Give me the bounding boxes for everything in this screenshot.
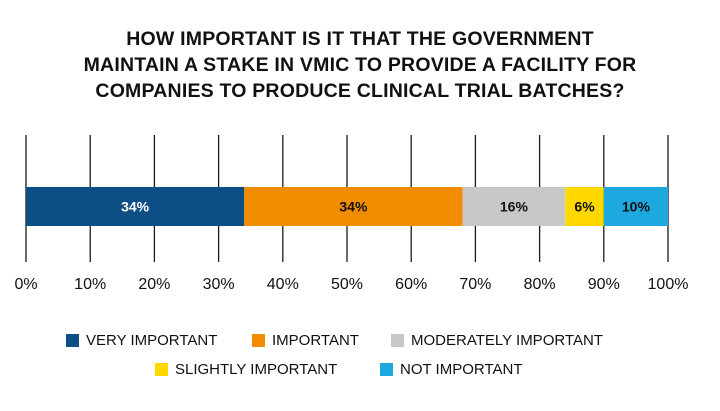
legend-label-slightly-important: SLIGHTLY IMPORTANT — [175, 360, 338, 378]
legend-item-very-important: VERY IMPORTANT — [66, 330, 217, 350]
legend-item-not-important: NOT IMPORTANT — [380, 359, 523, 379]
x-tick-label: 40% — [267, 276, 299, 293]
data-label-not-important: 10% — [622, 199, 651, 215]
chart-title-line-2: MAINTAIN A STAKE IN VMIC TO PROVIDE A FA… — [83, 54, 637, 76]
x-tick-label: 90% — [588, 276, 620, 293]
x-tick-label: 30% — [203, 276, 235, 293]
x-tick-label: 80% — [524, 276, 556, 293]
bar-segment-important — [244, 187, 463, 226]
chart-title: HOW IMPORTANT IS IT THAT THE GOVERNMENT … — [20, 26, 700, 104]
bar-segment-not-important — [603, 187, 668, 226]
legend-label-very-important: VERY IMPORTANT — [86, 331, 218, 349]
stacked-bar: 34% 34% 16% 6% 10% — [26, 187, 668, 226]
data-label-very-important: 34% — [121, 199, 150, 215]
legend-swatch-important — [252, 333, 265, 347]
chart-title-line-3: COMPANIES TO PRODUCE CLINICAL TRIAL BATC… — [95, 80, 625, 102]
data-label-moderately-important: 16% — [500, 199, 529, 215]
bar-segment-very-important — [26, 187, 245, 226]
legend-swatch-slightly-important — [155, 362, 168, 376]
legend-swatch-moderately-important — [391, 333, 404, 347]
x-tick-label: 100% — [648, 276, 689, 293]
bar-segment-slightly-important — [565, 187, 604, 226]
legend-label-important: IMPORTANT — [272, 331, 359, 349]
data-label-slightly-important: 6% — [574, 199, 595, 215]
x-tick-label: 0% — [14, 276, 37, 293]
legend-item-important: IMPORTANT — [252, 330, 359, 350]
chart-title-line-1: HOW IMPORTANT IS IT THAT THE GOVERNMENT — [126, 28, 594, 50]
x-tick-label: 10% — [74, 276, 106, 293]
legend-item-slightly-important: SLIGHTLY IMPORTANT — [155, 359, 337, 379]
x-tick-label: 20% — [138, 276, 170, 293]
x-axis-ticks: 0% 10% 20% 30% 40% 50% 60% 70% 80% 90% 100% — [14, 276, 688, 293]
x-tick-label: 70% — [459, 276, 491, 293]
legend-label-moderately-important: MODERATELY IMPORTANT — [411, 331, 603, 349]
legend-swatch-very-important — [66, 333, 79, 347]
legend-swatch-not-important — [380, 362, 393, 376]
x-tick-label: 50% — [331, 276, 363, 293]
x-tick-label: 60% — [395, 276, 427, 293]
legend-item-moderately-important: MODERATELY IMPORTANT — [391, 330, 603, 350]
bar-segment-moderately-important — [462, 187, 566, 226]
legend-label-not-important: NOT IMPORTANT — [400, 360, 523, 378]
data-label-important: 34% — [339, 199, 368, 215]
